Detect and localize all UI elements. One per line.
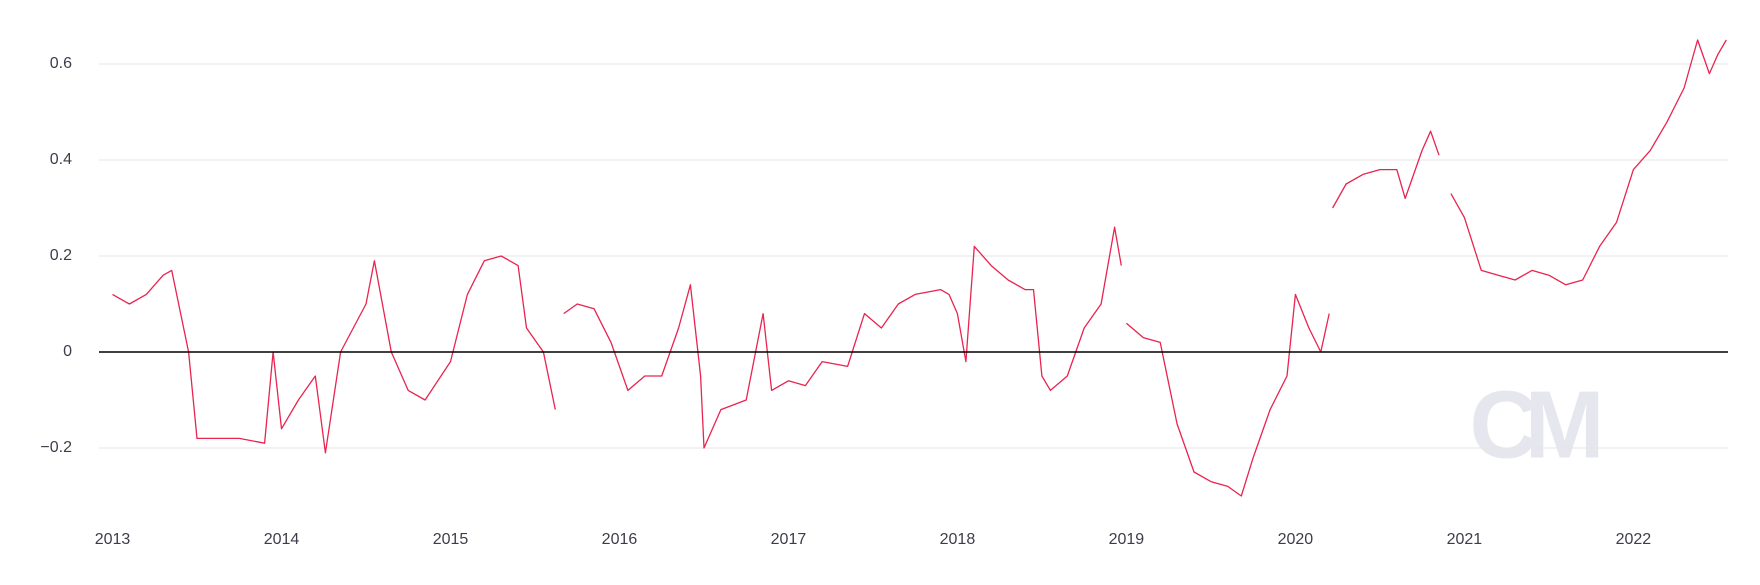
x-tick-label: 2020 — [1278, 531, 1314, 548]
x-tick-label: 2013 — [95, 531, 131, 548]
x-tick-label: 2014 — [264, 531, 300, 548]
y-tick-label: 0.6 — [50, 55, 72, 72]
line-series — [112, 39, 1727, 497]
x-tick-label: 2016 — [602, 531, 638, 548]
y-tick-label: 0.4 — [50, 151, 72, 168]
watermark: CM — [1469, 371, 1598, 478]
x-tick-label: 2021 — [1447, 531, 1483, 548]
y-tick-label: 0.2 — [50, 247, 72, 264]
x-tick-label: 2019 — [1109, 531, 1145, 548]
y-tick-label: 0 — [63, 343, 72, 360]
x-tick-label: 2022 — [1616, 531, 1652, 548]
x-tick-label: 2015 — [433, 531, 469, 548]
y-tick-label: −0.2 — [40, 439, 72, 456]
x-tick-label: 2018 — [940, 531, 976, 548]
x-tick-label: 2017 — [771, 531, 807, 548]
